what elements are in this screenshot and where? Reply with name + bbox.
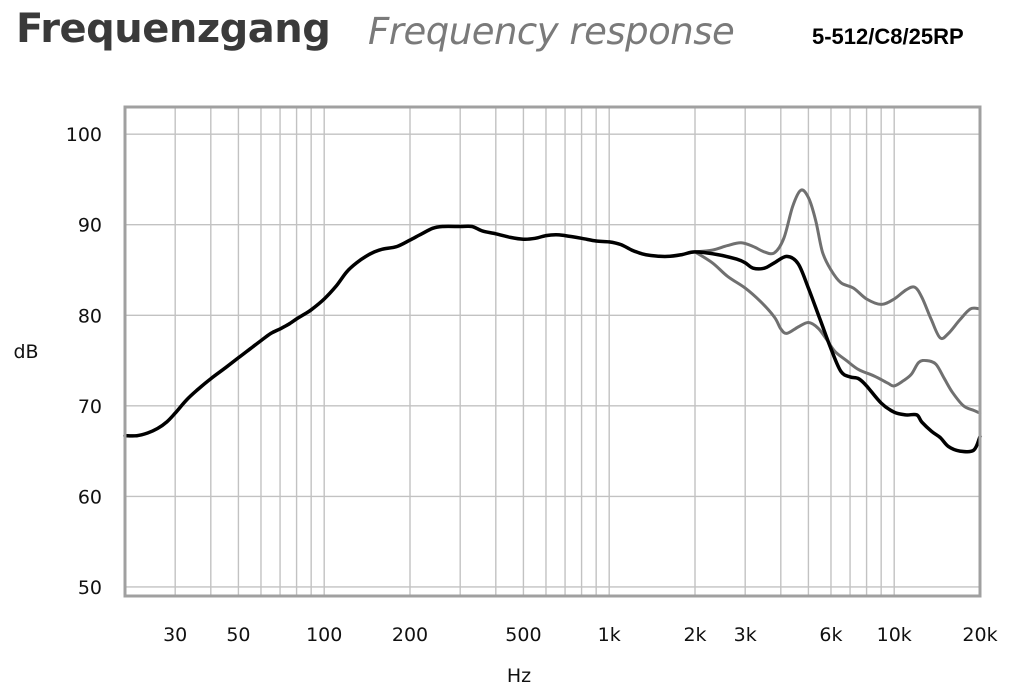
series-line-2 <box>693 250 982 415</box>
y-tick-label: 90 <box>78 215 102 237</box>
plot-frame <box>123 105 982 598</box>
model-number: 5-512/C8/25RP <box>812 24 964 49</box>
x-tick-label: 2k <box>683 624 706 646</box>
x-axis-label: Hz <box>507 665 531 687</box>
y-tick-label: 100 <box>66 124 102 146</box>
y-tick-label: 80 <box>78 305 102 327</box>
series-line-3 <box>123 224 982 454</box>
x-tick-label: 200 <box>392 624 428 646</box>
x-tick-label: 500 <box>505 624 541 646</box>
x-tick-label: 3k <box>734 624 757 646</box>
chart-series-group <box>123 188 982 454</box>
x-tick-label: 100 <box>306 624 342 646</box>
y-tick-label: 50 <box>78 577 102 599</box>
x-tick-label: 1k <box>598 624 621 646</box>
x-tick-label: 10k <box>877 624 912 646</box>
y-axis-label: dB <box>13 341 38 363</box>
x-tick-labels: 30 50 100 200 500 1k 2k 3k 6k 10k 20k <box>163 624 998 646</box>
x-tick-label: 20k <box>962 624 997 646</box>
chart-title-english: Frequency response <box>368 10 735 53</box>
chart-grid <box>124 107 981 596</box>
y-tick-labels: 50 60 70 80 90 100 <box>66 124 102 599</box>
chart-title-german: Frequenzgang <box>16 6 331 52</box>
x-tick-label: 50 <box>226 624 250 646</box>
x-tick-label: 6k <box>819 624 842 646</box>
x-tick-label: 30 <box>163 624 187 646</box>
series-line-1 <box>693 188 982 341</box>
y-tick-label: 60 <box>78 486 102 508</box>
y-tick-label: 70 <box>78 396 102 418</box>
